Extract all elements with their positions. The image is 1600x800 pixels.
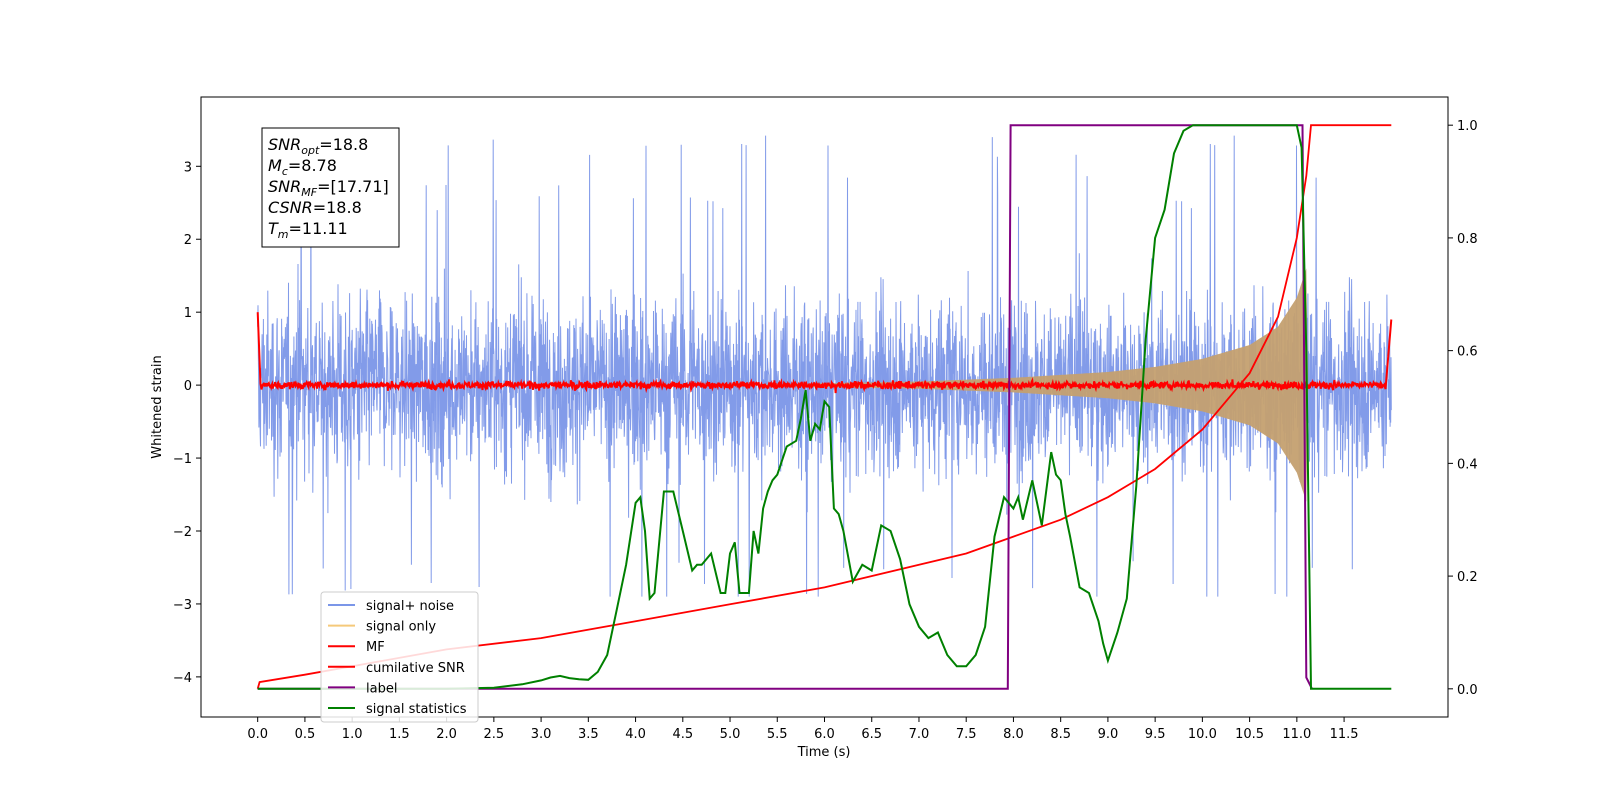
legend-label: label — [366, 681, 397, 696]
x-tick-label: 4.0 — [625, 727, 646, 742]
series-signal-statistics — [257, 124, 1392, 690]
y-axis-left: 3 2 1 0 −1 −2 −3 −4 — [173, 160, 201, 686]
x-tick-label: 10.5 — [1235, 727, 1264, 742]
x-tick-label: 8.5 — [1050, 727, 1071, 742]
info-box-line: CSNR=18.8 — [268, 198, 362, 217]
y-tick-label: −3 — [173, 598, 192, 613]
info-box-line: Tm=11.11 — [268, 219, 348, 241]
x-tick-label: 7.0 — [909, 727, 930, 742]
x-tick-label: 4.5 — [672, 727, 693, 742]
x-tick-label: 2.0 — [436, 727, 457, 742]
metrics-info-box: SNRopt=18.8Mc=8.78SNRMF=[17.71]CSNR=18.8… — [261, 127, 400, 248]
y2-tick-label: 0.2 — [1457, 570, 1478, 585]
x-tick-label: 3.0 — [531, 727, 552, 742]
info-box-frame — [261, 127, 400, 248]
x-tick-label: 6.0 — [814, 727, 835, 742]
x-tick-label: 2.5 — [484, 727, 505, 742]
y-axis-right: 1.0 0.8 0.6 0.4 0.2 0.0 — [1448, 119, 1478, 698]
legend-frame — [320, 591, 479, 723]
legend-label: cumilative SNR — [366, 661, 465, 676]
y2-tick-label: 0.6 — [1457, 345, 1478, 360]
y-tick-label: −4 — [173, 671, 192, 686]
y-tick-label: 0 — [184, 379, 192, 394]
x-tick-label: 3.5 — [578, 727, 599, 742]
y-axis-label: Whitened strain — [150, 355, 165, 458]
x-tick-label: 1.0 — [342, 727, 363, 742]
info-box-line: SNRopt=18.8 — [268, 135, 368, 157]
y-tick-label: −1 — [173, 452, 192, 467]
legend-label: signal only — [366, 620, 436, 635]
x-tick-label: 11.0 — [1282, 727, 1311, 742]
x-tick-label: 10.0 — [1188, 727, 1217, 742]
info-box-line: SNRMF=[17.71] — [268, 177, 389, 199]
series-signal-noise — [257, 132, 1392, 597]
info-box-line: Mc=8.78 — [268, 156, 337, 178]
x-tick-label: 0.5 — [295, 727, 316, 742]
x-tick-label: 6.5 — [861, 727, 882, 742]
series-label — [257, 124, 1313, 690]
x-tick-label: 5.0 — [720, 727, 741, 742]
x-tick-label: 0.0 — [247, 727, 268, 742]
x-tick-label: 1.5 — [389, 727, 410, 742]
x-tick-label: 9.5 — [1145, 727, 1166, 742]
legend-label: signal+ noise — [366, 599, 454, 614]
x-axis: 0.0 0.5 1.0 1.5 2.0 2.5 3.0 3.5 4.0 4.5 5.0 5.5 6.0 6… — [247, 717, 1359, 742]
legend-label: signal statistics — [366, 702, 467, 717]
y2-tick-label: 1.0 — [1457, 119, 1478, 134]
y2-tick-label: 0.8 — [1457, 232, 1478, 247]
y-tick-label: 2 — [184, 233, 192, 248]
legend: signal+ noise signal only MF cumilative SNR… — [320, 591, 479, 723]
x-tick-label: 5.5 — [767, 727, 788, 742]
y-tick-label: 1 — [184, 306, 192, 321]
series-mf — [256, 312, 1393, 394]
y2-tick-label: 0.4 — [1457, 457, 1478, 472]
x-tick-label: 8.0 — [1003, 727, 1024, 742]
x-tick-label: 7.5 — [956, 727, 977, 742]
y-tick-label: 3 — [184, 160, 192, 175]
y-tick-label: −2 — [173, 525, 192, 540]
x-axis-label: Time (s) — [797, 745, 851, 760]
y2-tick-label: 0.0 — [1457, 683, 1478, 698]
x-tick-label: 9.0 — [1098, 727, 1119, 742]
legend-label: MF — [366, 640, 385, 655]
x-tick-label: 11.5 — [1330, 727, 1359, 742]
